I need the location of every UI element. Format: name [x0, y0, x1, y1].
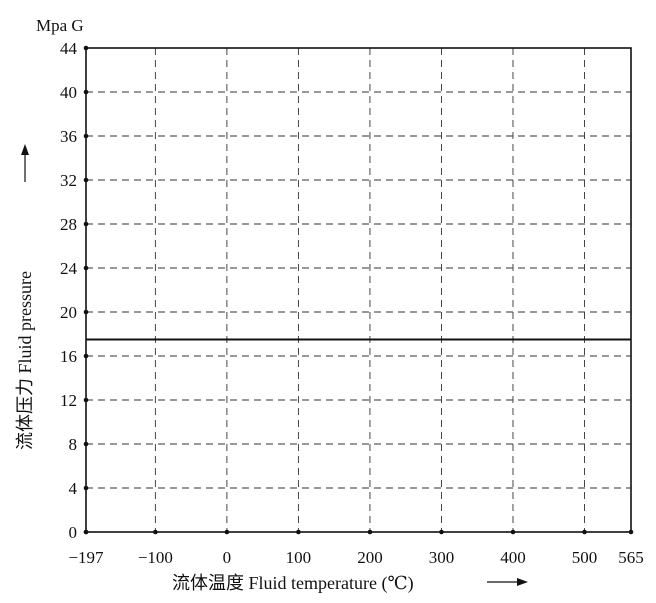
y-tick-dot — [83, 265, 89, 271]
y-tick-label: 44 — [60, 39, 78, 58]
x-axis-arrowhead-icon — [517, 578, 528, 586]
y-tick-dot — [83, 177, 89, 183]
y-tick-dot — [83, 397, 89, 403]
y-tick-dot — [83, 221, 89, 227]
y-unit-label: Mpa G — [36, 16, 84, 35]
x-tick-dot — [628, 529, 634, 535]
y-axis: 0 4 8 12 16 20 24 28 32 36 40 44 — [60, 39, 89, 542]
y-tick-label: 28 — [60, 215, 77, 234]
y-tick-label: 20 — [60, 303, 77, 322]
x-tick-dot — [83, 529, 89, 535]
x-tick-dot — [224, 529, 230, 535]
y-axis-title: 流体压力 Fluid pressure — [15, 271, 35, 450]
y-tick-label: 16 — [60, 347, 77, 366]
x-tick-label: 500 — [572, 548, 598, 567]
y-tick-label: 12 — [60, 391, 77, 410]
x-tick-label: 565 — [618, 548, 644, 567]
x-tick-dot — [153, 529, 158, 535]
grid — [86, 48, 631, 532]
x-axis: −197 −100 0 100 200 300 400 500 565 — [68, 529, 644, 567]
x-tick-dot — [510, 529, 516, 535]
x-tick-dot — [582, 529, 587, 535]
x-axis-title: 流体温度 Fluid temperature (℃) — [172, 573, 414, 594]
y-tick-dot — [83, 309, 89, 315]
y-tick-dot — [83, 353, 89, 359]
y-tick-label: 0 — [69, 523, 78, 542]
x-tick-label: 200 — [357, 548, 383, 567]
y-tick-label: 40 — [60, 83, 77, 102]
y-tick-label: 36 — [60, 127, 77, 146]
y-tick-label: 24 — [60, 259, 78, 278]
x-tick-label: 0 — [223, 548, 232, 567]
y-tick-dot — [83, 441, 89, 447]
y-tick-label: 32 — [60, 171, 77, 190]
x-tick-dot — [439, 529, 444, 535]
y-tick-dot — [83, 45, 89, 51]
y-axis-arrowhead-icon — [21, 144, 29, 155]
y-tick-label: 4 — [69, 479, 78, 498]
x-tick-label: −197 — [68, 548, 104, 567]
y-tick-label: 8 — [69, 435, 78, 454]
x-tick-label: 100 — [286, 548, 312, 567]
y-tick-dot — [83, 485, 89, 491]
x-tick-label: 300 — [429, 548, 455, 567]
y-tick-dot — [83, 133, 89, 139]
y-tick-dot — [83, 89, 89, 95]
x-tick-label: −100 — [138, 548, 173, 567]
plot-frame — [85, 47, 632, 533]
x-tick-label: 400 — [500, 548, 526, 567]
x-tick-dot — [367, 529, 373, 535]
x-tick-dot — [296, 529, 301, 535]
